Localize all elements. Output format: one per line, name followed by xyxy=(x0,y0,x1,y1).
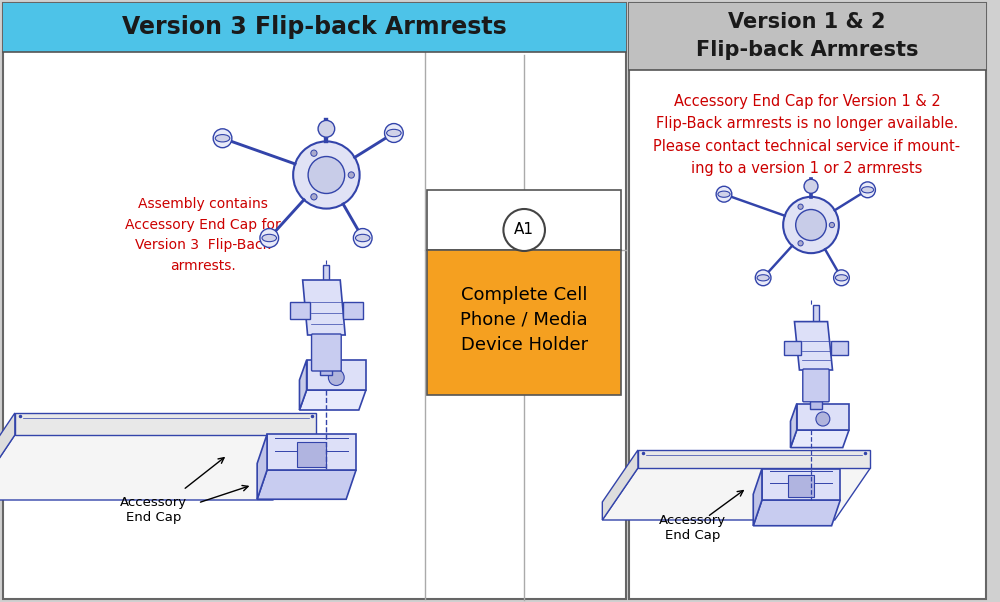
Circle shape xyxy=(716,186,732,202)
Circle shape xyxy=(348,172,354,178)
FancyBboxPatch shape xyxy=(312,334,341,371)
Text: Accessory End Cap for Version 1 & 2
Flip-Back armrests is no longer available.
P: Accessory End Cap for Version 1 & 2 Flip… xyxy=(653,94,961,176)
Polygon shape xyxy=(307,360,366,390)
Circle shape xyxy=(385,123,403,143)
Polygon shape xyxy=(602,450,638,520)
Text: Accessory
End Cap: Accessory End Cap xyxy=(120,496,187,524)
Polygon shape xyxy=(831,341,848,355)
Bar xyxy=(427,250,621,395)
Bar xyxy=(3,3,626,599)
Polygon shape xyxy=(299,360,307,410)
Circle shape xyxy=(293,141,360,209)
Polygon shape xyxy=(753,468,762,526)
Polygon shape xyxy=(0,435,316,500)
Circle shape xyxy=(796,209,826,240)
Polygon shape xyxy=(290,302,310,318)
Bar xyxy=(3,3,626,52)
Circle shape xyxy=(311,194,317,200)
Polygon shape xyxy=(794,321,832,370)
Bar xyxy=(629,3,986,599)
Polygon shape xyxy=(267,434,356,470)
Text: Version 3 Flip-back Armrests: Version 3 Flip-back Armrests xyxy=(122,15,507,39)
Polygon shape xyxy=(784,341,801,355)
Polygon shape xyxy=(257,434,267,499)
Circle shape xyxy=(328,370,344,385)
Ellipse shape xyxy=(718,191,730,197)
Polygon shape xyxy=(343,302,363,318)
Circle shape xyxy=(213,129,232,147)
Circle shape xyxy=(829,222,835,228)
Circle shape xyxy=(783,197,839,253)
Polygon shape xyxy=(753,500,840,526)
Text: Complete Cell
Phone / Media
Device Holder: Complete Cell Phone / Media Device Holde… xyxy=(460,286,588,354)
Polygon shape xyxy=(303,280,345,335)
Text: Version 1 & 2: Version 1 & 2 xyxy=(728,12,886,32)
Circle shape xyxy=(318,120,335,137)
Bar xyxy=(813,305,819,400)
Polygon shape xyxy=(791,403,797,448)
Ellipse shape xyxy=(757,275,769,281)
Polygon shape xyxy=(797,403,849,430)
Ellipse shape xyxy=(387,129,401,137)
Text: Accessory
End Cap: Accessory End Cap xyxy=(659,514,726,542)
Polygon shape xyxy=(15,413,316,435)
Circle shape xyxy=(308,157,345,193)
FancyBboxPatch shape xyxy=(803,369,829,402)
Bar xyxy=(323,265,329,365)
Circle shape xyxy=(353,229,372,247)
Polygon shape xyxy=(0,413,15,500)
Bar xyxy=(427,190,621,250)
Polygon shape xyxy=(257,470,356,499)
Circle shape xyxy=(804,179,818,193)
Circle shape xyxy=(260,229,279,247)
Bar xyxy=(629,3,986,70)
Ellipse shape xyxy=(355,234,370,241)
Polygon shape xyxy=(791,430,849,448)
Circle shape xyxy=(860,182,875,197)
Polygon shape xyxy=(762,468,840,500)
Circle shape xyxy=(816,412,830,426)
Bar xyxy=(320,365,332,375)
Circle shape xyxy=(834,270,849,286)
Circle shape xyxy=(798,204,803,209)
Text: A1: A1 xyxy=(514,223,534,238)
Text: Assembly contains
Accessory End Cap for
Version 3  Flip-Back
armrests.: Assembly contains Accessory End Cap for … xyxy=(125,197,281,273)
Bar xyxy=(788,475,814,497)
Bar xyxy=(810,400,822,409)
Ellipse shape xyxy=(262,234,277,241)
Polygon shape xyxy=(638,450,870,468)
Circle shape xyxy=(503,209,545,251)
Polygon shape xyxy=(299,390,366,410)
Ellipse shape xyxy=(835,275,848,281)
Circle shape xyxy=(798,241,803,246)
Bar xyxy=(297,442,326,467)
Circle shape xyxy=(755,270,771,286)
Text: Flip-back Armrests: Flip-back Armrests xyxy=(696,40,918,60)
Ellipse shape xyxy=(215,135,230,142)
Circle shape xyxy=(311,150,317,157)
Polygon shape xyxy=(602,468,870,520)
Ellipse shape xyxy=(861,187,874,193)
